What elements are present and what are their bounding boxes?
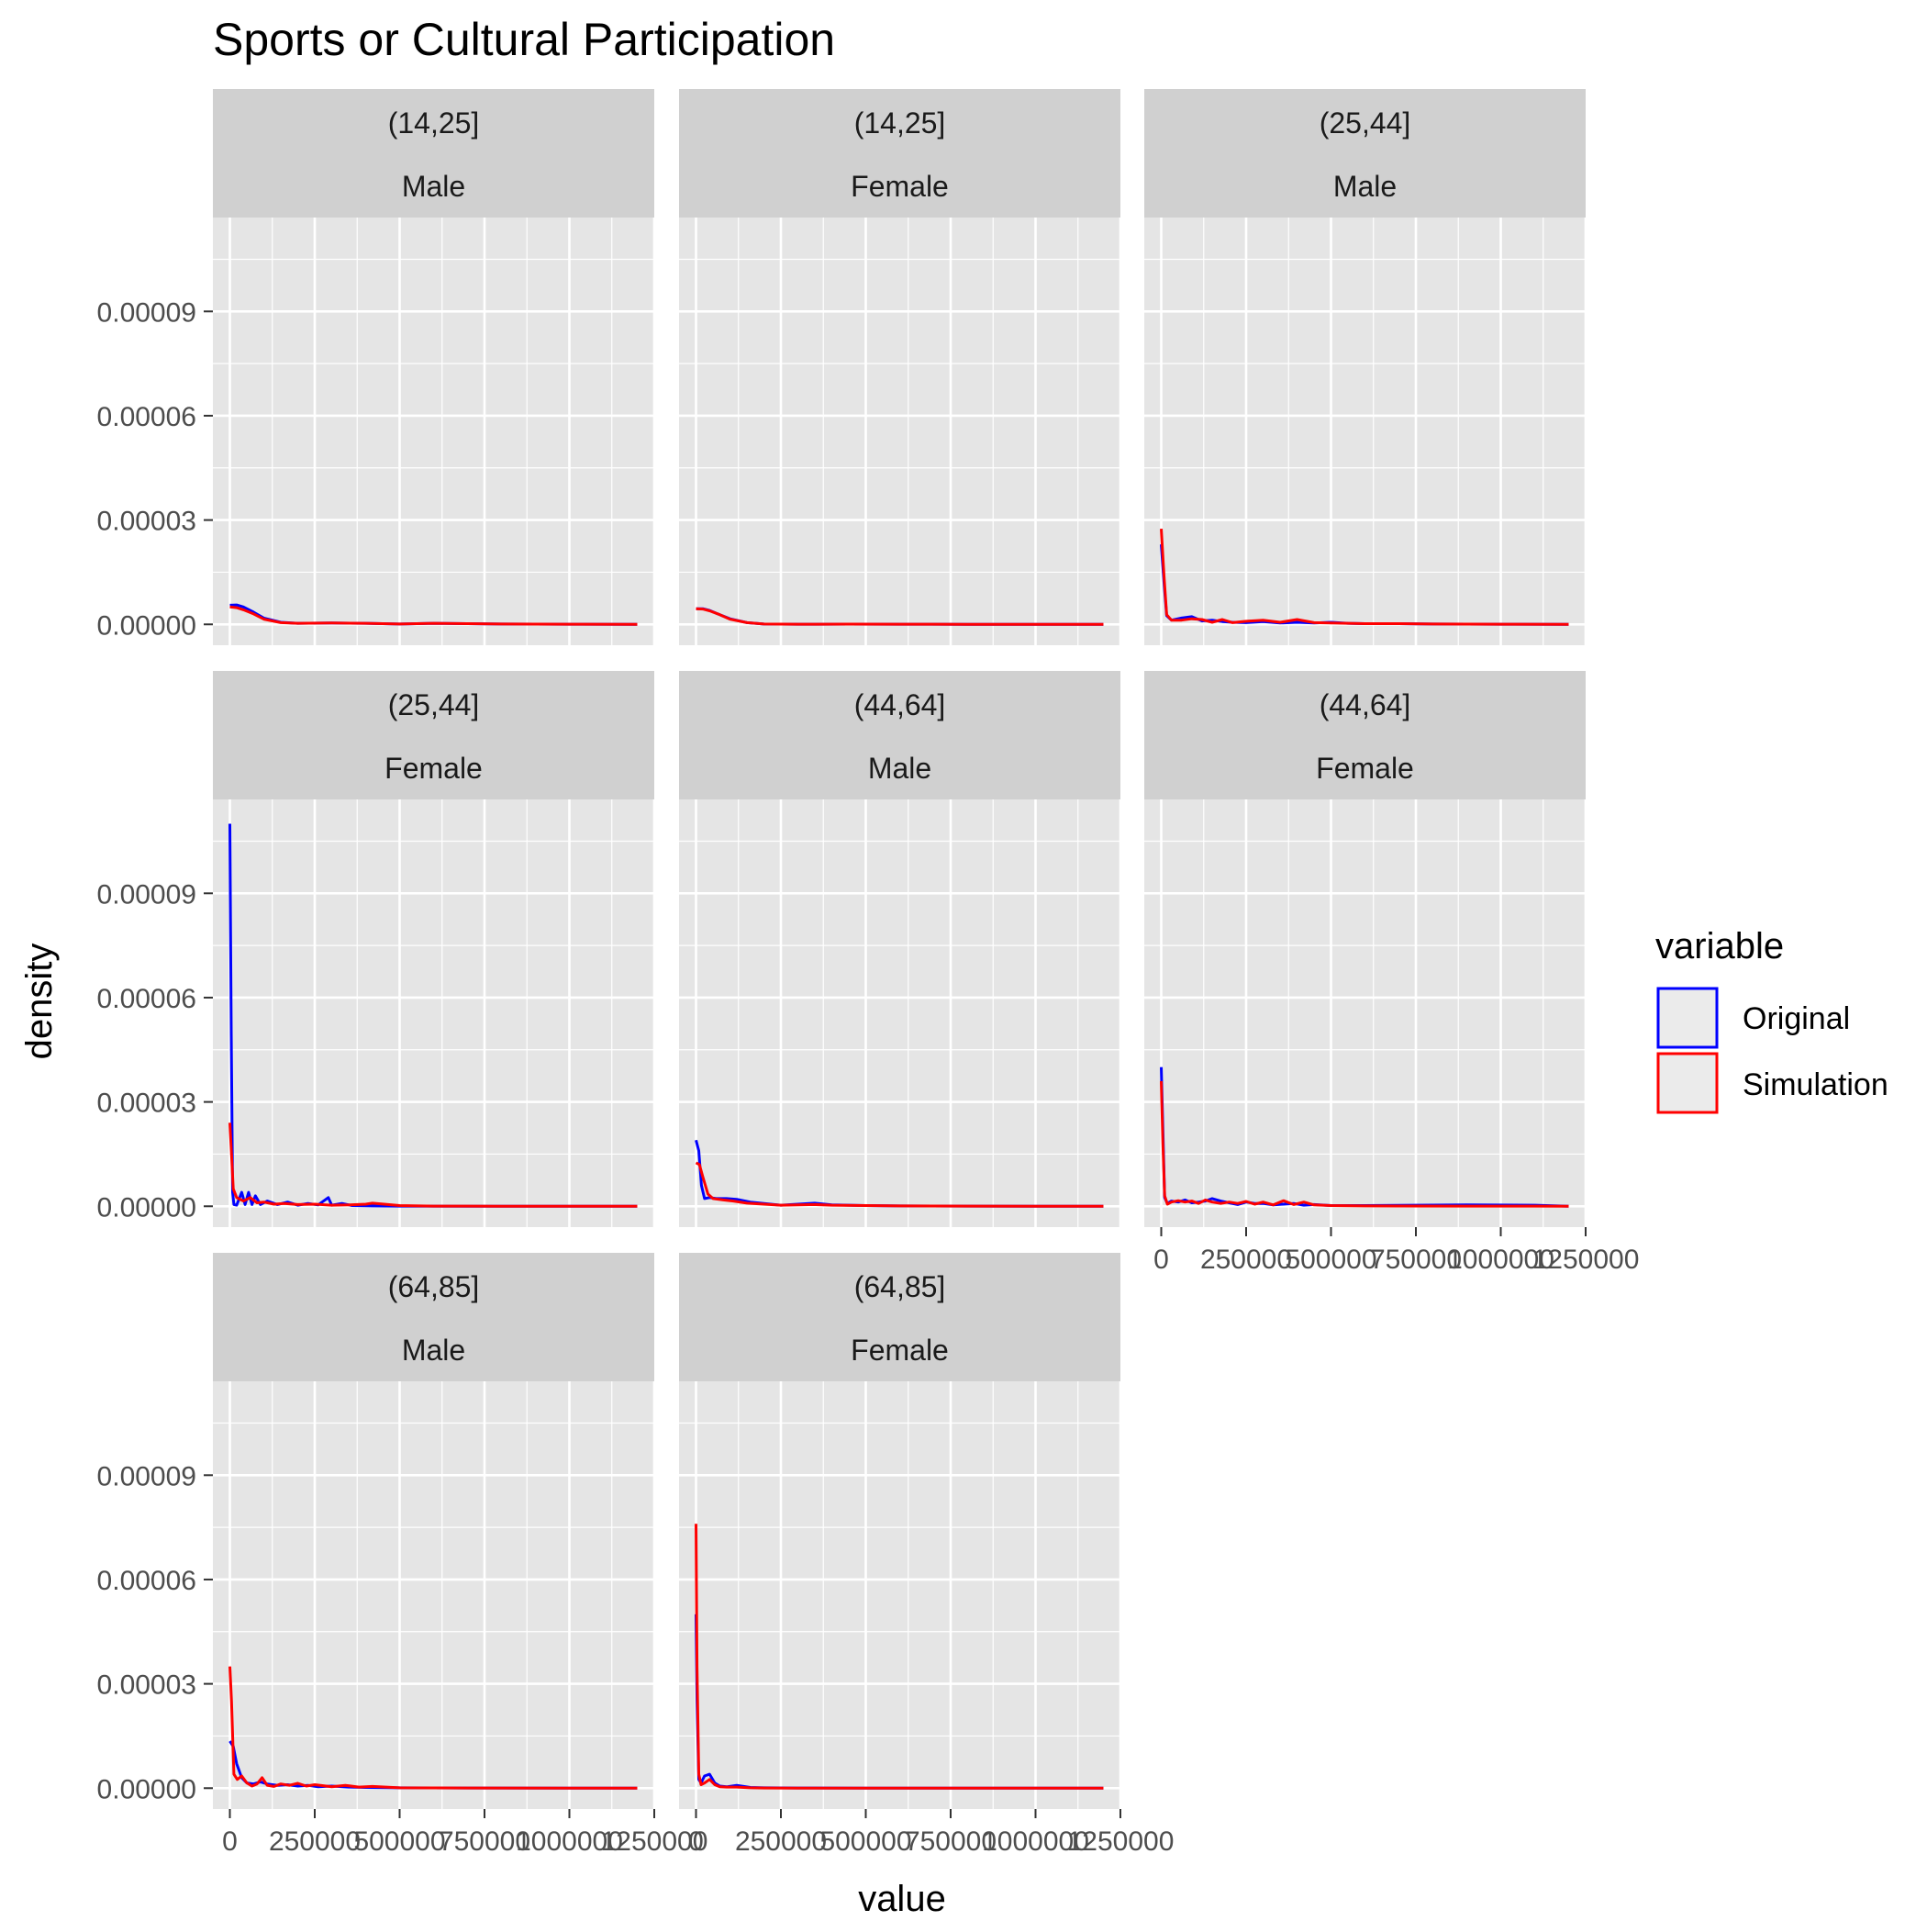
facet-strip-sex-label: Female xyxy=(851,1334,949,1367)
x-axis-tick-label: 1000000 xyxy=(982,1826,1089,1857)
facet-strip-sex-label: Male xyxy=(402,170,465,203)
legend-label-original: Original xyxy=(1743,1001,1850,1036)
series-line-simulation xyxy=(228,1122,638,1208)
facet-strip xyxy=(1144,89,1586,218)
facet-panel: (64,85] Male 0.00000 0.00003 0.00006 0.00009 0… xyxy=(97,1253,708,1857)
x-axis-tick-label: 0 xyxy=(688,1826,704,1857)
y-axis-tick-label: 0.00006 xyxy=(97,1566,196,1596)
x-axis-tick-label: 750000 xyxy=(905,1826,997,1857)
series-line-simulation xyxy=(695,1524,1104,1790)
facet-strip-sex-label: Female xyxy=(384,752,483,785)
y-axis-tick-label: 0.00009 xyxy=(97,297,196,328)
y-axis-tick-label: 0.00003 xyxy=(97,1670,196,1701)
facet-strip xyxy=(679,89,1120,218)
series-line-simulation xyxy=(228,1666,638,1790)
facet-panel: (64,85] Female 0 25000050000075000010000001… xyxy=(679,1253,1174,1857)
facet-panel: (44,64] Male xyxy=(679,671,1122,1227)
x-axis-title: value xyxy=(858,1879,946,1919)
facet-panel: (14,25] Female xyxy=(679,89,1122,645)
y-axis-title: density xyxy=(19,944,60,1060)
y-axis-tick-label: 0.00009 xyxy=(97,879,196,910)
facet-strip-age-label: (44,64] xyxy=(854,688,946,721)
series-line-simulation xyxy=(1160,529,1569,626)
y-axis-tick-label: 0.00000 xyxy=(97,1774,196,1804)
facet-strip-age-label: (25,44] xyxy=(388,688,480,721)
x-axis-tick-label: 250000 xyxy=(735,1826,827,1857)
facet-strip-sex-label: Female xyxy=(1316,752,1414,785)
legend-key-simulation xyxy=(1656,1052,1719,1114)
y-axis-tick-label: 0.00006 xyxy=(97,984,196,1014)
x-axis-tick-label: 500000 xyxy=(353,1826,445,1857)
x-axis-tick-label: 500000 xyxy=(1285,1245,1376,1275)
legend-label-simulation: Simulation xyxy=(1743,1067,1888,1102)
series-line-simulation xyxy=(1160,1080,1569,1208)
facet-panel: (14,25] Male 0.00000 0.00003 0.00006 0.00009 xyxy=(97,89,656,645)
facet-strip xyxy=(213,671,654,799)
y-axis-tick-label: 0.00006 xyxy=(97,402,196,432)
x-axis-tick-label: 500000 xyxy=(819,1826,911,1857)
facet-panel: (25,44] Female 0.00000 0.00003 0.00006 0.0000… xyxy=(97,671,656,1227)
series-line-simulation xyxy=(696,607,1104,626)
legend-title: variable xyxy=(1655,926,1784,966)
facet-strip xyxy=(679,671,1120,799)
facet-strip xyxy=(213,89,654,218)
facet-strip-age-label: (64,85] xyxy=(388,1270,480,1303)
panel-background xyxy=(1144,218,1586,645)
x-axis-tick-label: 750000 xyxy=(1370,1245,1462,1275)
y-axis-tick-label: 0.00000 xyxy=(97,610,196,641)
x-axis-tick-label: 1000000 xyxy=(516,1826,623,1857)
panel-background xyxy=(213,218,654,645)
facet-strip-age-label: (44,64] xyxy=(1320,688,1411,721)
facet-strip xyxy=(679,1253,1120,1381)
panel-background xyxy=(213,799,654,1227)
panel-background xyxy=(679,1381,1120,1809)
chart-title: Sports or Cultural Participation xyxy=(213,14,835,65)
x-axis-tick-label: 0 xyxy=(1153,1245,1169,1275)
panels-layer: (14,25]Male0.000000.000030.000060.00009(… xyxy=(97,89,1639,1857)
panel-background xyxy=(213,1381,654,1809)
x-axis-tick-label: 0 xyxy=(222,1826,238,1857)
facet-strip xyxy=(213,1253,654,1381)
facet-panel: (44,64] Female 0 25000050000075000010000001… xyxy=(1144,671,1639,1275)
facet-panel: (25,44] Male xyxy=(1144,89,1587,645)
facet-strip-age-label: (25,44] xyxy=(1320,106,1411,140)
panel-background xyxy=(679,799,1120,1227)
facet-strip-age-label: (14,25] xyxy=(854,106,946,140)
x-axis-tick-label: 250000 xyxy=(1200,1245,1292,1275)
facet-strip-sex-label: Male xyxy=(402,1334,465,1367)
panel-background xyxy=(1144,799,1586,1227)
y-axis-tick-label: 0.00003 xyxy=(97,1089,196,1119)
x-axis-tick-label: 1250000 xyxy=(1532,1245,1640,1275)
x-axis-tick-label: 1250000 xyxy=(601,1826,708,1857)
legend: variable Original Simulation xyxy=(1655,926,1888,1114)
facet-strip-age-label: (64,85] xyxy=(854,1270,946,1303)
series-line-simulation xyxy=(229,605,638,626)
x-axis-tick-label: 250000 xyxy=(269,1826,361,1857)
y-axis-tick-label: 0.00009 xyxy=(97,1461,196,1491)
y-axis-tick-label: 0.00003 xyxy=(97,507,196,537)
facet-strip-age-label: (14,25] xyxy=(388,106,480,140)
facet-strip-sex-label: Female xyxy=(851,170,949,203)
facet-strip-sex-label: Male xyxy=(868,752,931,785)
panel-background xyxy=(679,218,1120,645)
x-axis-tick-label: 1000000 xyxy=(1447,1245,1554,1275)
x-axis-tick-label: 1250000 xyxy=(1067,1826,1175,1857)
legend-key-original xyxy=(1656,987,1719,1049)
x-axis-tick-label: 750000 xyxy=(439,1826,530,1857)
series-line-simulation xyxy=(695,1161,1104,1208)
facet-strip-sex-label: Male xyxy=(1333,170,1397,203)
y-axis-tick-label: 0.00000 xyxy=(97,1192,196,1223)
facet-strip xyxy=(1144,671,1586,799)
